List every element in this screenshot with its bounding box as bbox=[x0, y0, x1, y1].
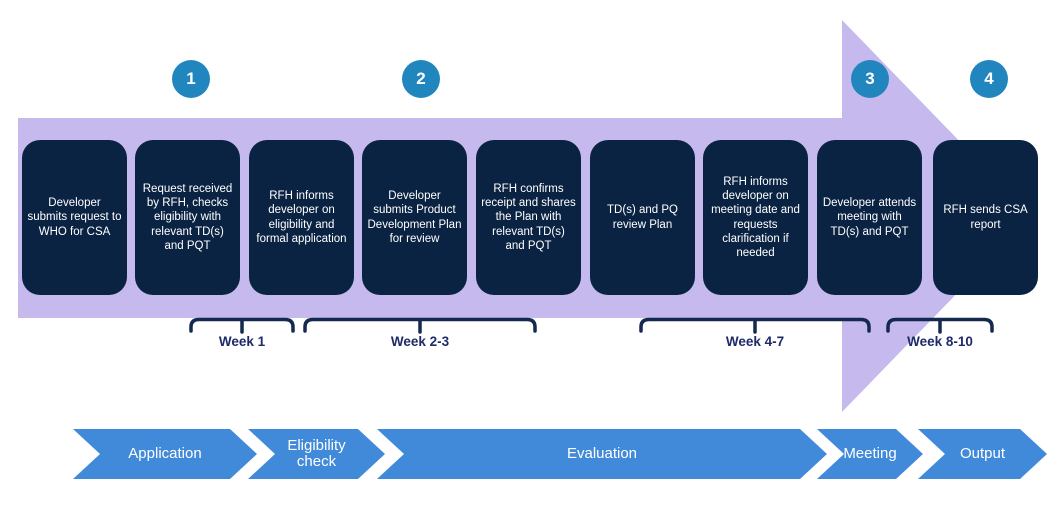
step-box-1: Developer submits request to WHO for CSA bbox=[22, 140, 127, 295]
week-label-3: Week 4-7 bbox=[725, 334, 785, 349]
week8-10-bracket bbox=[886, 317, 994, 334]
milestone-circle-1: 1 bbox=[172, 60, 210, 98]
week2-3-bracket bbox=[303, 317, 537, 334]
step-box-8: Developer attends meeting with TD(s) and… bbox=[817, 140, 922, 295]
step-box-9: RFH sends CSA report bbox=[933, 140, 1038, 295]
step-box-7: RFH informs developer on meeting date an… bbox=[703, 140, 808, 295]
milestone-circle-3: 3 bbox=[851, 60, 889, 98]
milestone-circle-2: 2 bbox=[402, 60, 440, 98]
step-box-4: Developer submits Product Development Pl… bbox=[362, 140, 467, 295]
phase-chevron-evaluation: Evaluation bbox=[377, 429, 827, 479]
week4-7-bracket bbox=[639, 317, 871, 334]
phase-chevron-application: Application bbox=[73, 429, 257, 479]
step-box-3: RFH informs developer on eligibility and… bbox=[249, 140, 354, 295]
step-box-6: TD(s) and PQ review Plan bbox=[590, 140, 695, 295]
step-box-2: Request received by RFH, checks eligibil… bbox=[135, 140, 240, 295]
week1-bracket bbox=[189, 317, 295, 334]
phase-chevron-eligibility-check-label: Eligibility check bbox=[287, 436, 346, 470]
week-label-2: Week 2-3 bbox=[390, 334, 450, 349]
step-box-5: RFH confirms receipt and shares the Plan… bbox=[476, 140, 581, 295]
week-label-4: Week 8-10 bbox=[907, 334, 973, 349]
week-label-1: Week 1 bbox=[218, 334, 266, 349]
milestone-circle-4: 4 bbox=[970, 60, 1008, 98]
